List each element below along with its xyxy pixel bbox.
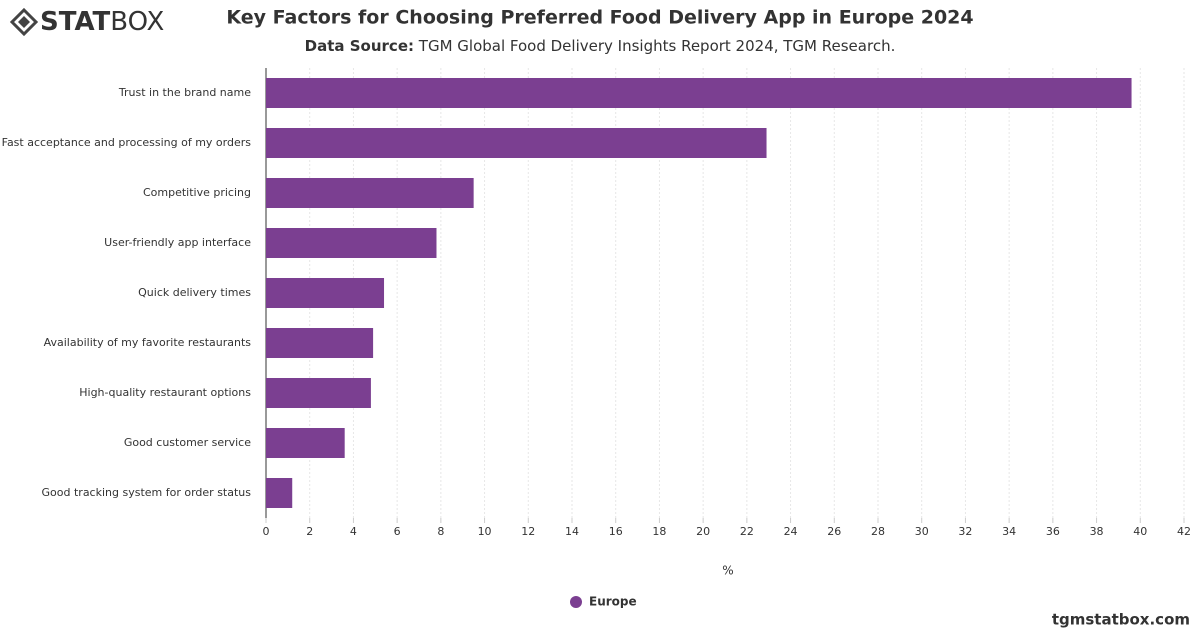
- x-tick-label: 14: [565, 525, 579, 538]
- bar: [266, 178, 474, 208]
- bar: [266, 328, 374, 358]
- x-tick-label: 40: [1133, 525, 1147, 538]
- legend-label: Europe: [589, 595, 637, 609]
- y-tick-label: Competitive pricing: [143, 186, 251, 199]
- x-tick-label: 12: [521, 525, 535, 538]
- logo-bold: STAT: [40, 7, 111, 37]
- x-tick-label: 32: [958, 525, 972, 538]
- x-tick-label: 38: [1090, 525, 1104, 538]
- x-tick-label: 36: [1046, 525, 1060, 538]
- subtitle-text: TGM Global Food Delivery Insights Report…: [418, 37, 896, 55]
- bar: [266, 228, 437, 258]
- chart-title: Key Factors for Choosing Preferred Food …: [226, 7, 973, 29]
- y-tick-label: Availability of my favorite restaurants: [44, 336, 252, 349]
- bar: [266, 428, 345, 458]
- x-tick-label: 16: [609, 525, 623, 538]
- x-tick-label: 26: [827, 525, 841, 538]
- x-tick-label: 8: [437, 525, 444, 538]
- x-tick-label: 28: [871, 525, 885, 538]
- x-tick-label: 6: [394, 525, 401, 538]
- subtitle-label: Data Source:: [305, 37, 414, 55]
- y-tick-label: High-quality restaurant options: [79, 386, 251, 399]
- y-tick-label: Fast acceptance and processing of my ord…: [2, 136, 252, 149]
- y-tick-label: Trust in the brand name: [118, 86, 251, 99]
- x-tick-label: 4: [350, 525, 357, 538]
- x-tick-label: 18: [652, 525, 666, 538]
- y-tick-label: Good tracking system for order status: [42, 486, 252, 499]
- x-tick-label: 2: [306, 525, 313, 538]
- legend-marker: [570, 596, 582, 608]
- logo-text: STATBOX: [40, 7, 164, 37]
- x-tick-label: 30: [915, 525, 929, 538]
- x-tick-label: 34: [1002, 525, 1016, 538]
- bar: [266, 128, 767, 158]
- x-tick-label: 10: [478, 525, 492, 538]
- chart-subtitle: Data Source: TGM Global Food Delivery In…: [305, 37, 896, 55]
- y-tick-label: Quick delivery times: [138, 286, 251, 299]
- logo: STATBOX: [9, 7, 164, 37]
- logo-icon: [18, 16, 30, 28]
- bar: [266, 78, 1132, 108]
- x-tick-label: 42: [1177, 525, 1191, 538]
- bar: [266, 378, 371, 408]
- x-tick-label: 20: [696, 525, 710, 538]
- y-tick-label: Good customer service: [124, 436, 251, 449]
- x-axis-label: %: [722, 564, 733, 578]
- x-tick-label: 0: [263, 525, 270, 538]
- bar: [266, 278, 385, 308]
- logo-light: BOX: [110, 7, 164, 37]
- y-tick-label: User-friendly app interface: [104, 236, 251, 249]
- logo-icon: [9, 7, 39, 37]
- x-tick-label: 24: [784, 525, 798, 538]
- footer: tgmstatbox.com: [1052, 611, 1190, 629]
- bar: [266, 478, 293, 508]
- x-tick-label: 22: [740, 525, 754, 538]
